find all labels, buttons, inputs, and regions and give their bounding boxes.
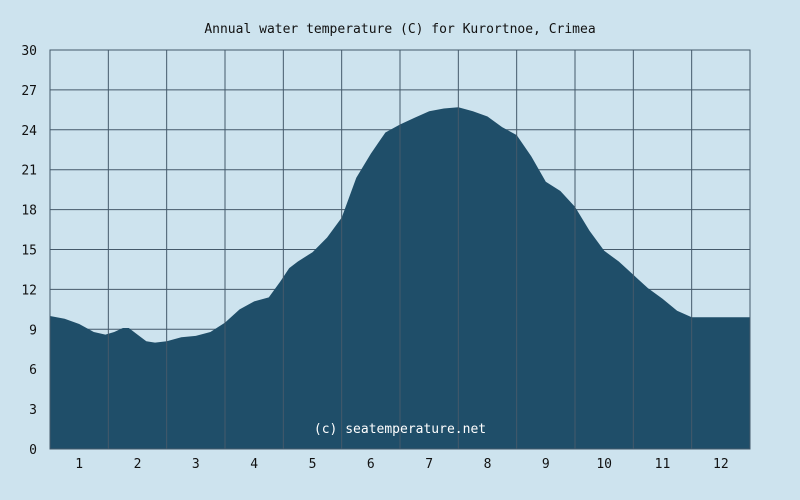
y-tick-label: 3 [29,403,37,418]
watermark: (c) seatemperature.net [314,422,486,437]
x-tick-label: 7 [425,457,433,472]
y-tick-label: 21 [21,164,37,179]
y-axis-ticks: 0 3 6 9 12 15 18 21 24 27 30 [21,44,37,458]
chart-title: Annual water temperature (C) for Kurortn… [204,22,595,37]
x-tick-label: 3 [192,457,200,472]
y-tick-label: 6 [29,363,37,378]
x-tick-label: 1 [75,457,83,472]
x-tick-label: 8 [484,457,492,472]
y-tick-label: 18 [21,204,37,219]
x-tick-label: 12 [713,457,729,472]
x-axis-ticks: 1 2 3 4 5 6 7 8 9 10 11 12 [75,457,728,472]
y-tick-label: 24 [21,124,37,139]
y-tick-label: 27 [21,84,37,99]
vertical-grid [107,50,693,449]
x-tick-label: 9 [542,457,550,472]
y-tick-label: 15 [21,244,37,259]
x-tick-label: 4 [250,457,258,472]
x-tick-label: 5 [309,457,317,472]
y-tick-label: 9 [29,323,37,338]
x-tick-label: 2 [134,457,142,472]
x-tick-label: 6 [367,457,375,472]
plot-frame [49,49,751,450]
y-tick-label: 0 [29,443,37,458]
y-tick-label: 12 [21,283,37,298]
x-tick-label: 10 [596,457,612,472]
y-tick-label: 30 [21,44,37,59]
x-tick-label: 11 [655,457,671,472]
